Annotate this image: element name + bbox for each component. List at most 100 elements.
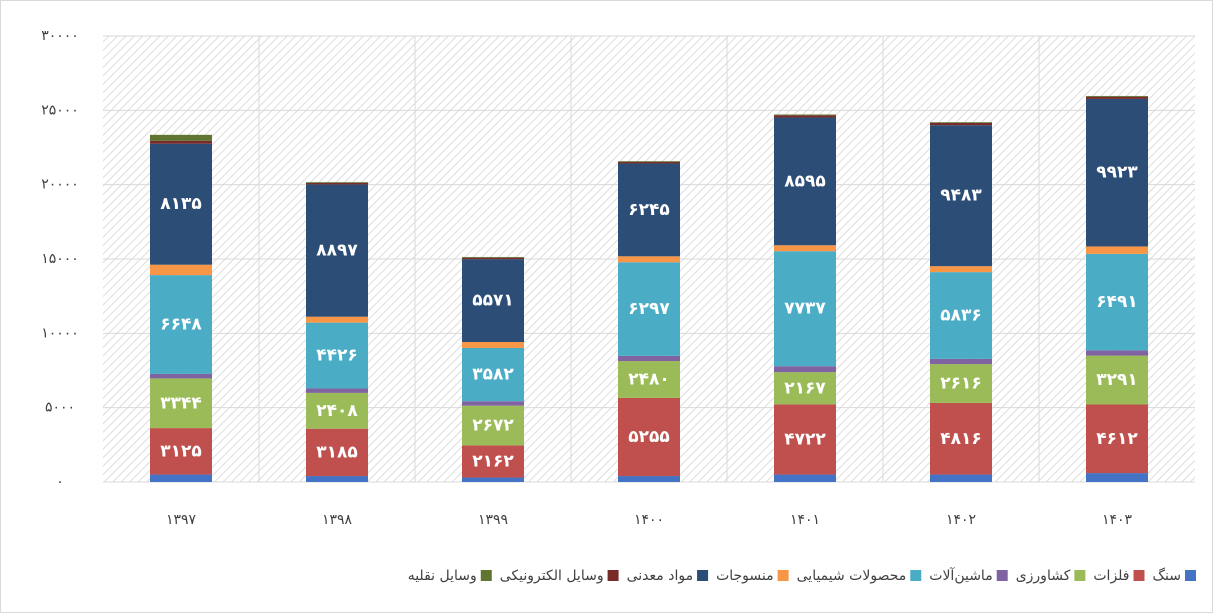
data-label: ۴۷۲۲ bbox=[784, 429, 826, 449]
bar-segment bbox=[462, 401, 524, 406]
legend-label: وسایل الکترونیکی bbox=[500, 568, 604, 584]
data-label: ۵۵۷۱ bbox=[472, 291, 514, 311]
bar-segment bbox=[930, 122, 992, 126]
bar-segment bbox=[1086, 95, 1148, 97]
data-label: ۳۱۸۵ bbox=[316, 442, 358, 462]
bar-segment bbox=[150, 474, 212, 482]
data-label: ۲۱۶۲ bbox=[472, 451, 514, 471]
legend-label: منسوجات bbox=[716, 568, 774, 584]
bar-segment bbox=[306, 388, 368, 393]
bar-segment bbox=[930, 272, 992, 359]
bar-segment bbox=[1086, 253, 1148, 351]
bar-segment bbox=[618, 161, 680, 162]
data-label: ۸۸۹۷ bbox=[316, 241, 358, 261]
data-label: ۴۸۱۶ bbox=[940, 429, 982, 449]
data-label: ۲۴۰۸ bbox=[316, 401, 358, 421]
bar-segment bbox=[774, 117, 836, 246]
bar-segment bbox=[930, 358, 992, 365]
y-tick-label: ۱۰۰۰۰ bbox=[41, 325, 79, 341]
legend-swatch bbox=[1074, 570, 1086, 581]
bar-segment bbox=[150, 378, 212, 429]
bar-segment bbox=[930, 474, 992, 482]
bar-segment bbox=[618, 361, 680, 398]
bar-segment bbox=[150, 275, 212, 374]
legend-swatch bbox=[1133, 570, 1145, 581]
legend-swatch bbox=[1185, 570, 1196, 581]
data-label: ۴۶۱۲ bbox=[1096, 429, 1138, 449]
bar-segment bbox=[930, 125, 992, 267]
bar-segment bbox=[618, 355, 680, 362]
bar-segment bbox=[1086, 355, 1148, 405]
legend-label: فلزات bbox=[1093, 568, 1129, 584]
y-tick-label: ۵۰۰۰ bbox=[45, 400, 75, 416]
legend-swatch bbox=[910, 570, 922, 581]
bar-segment bbox=[1086, 246, 1148, 254]
bar-segment bbox=[306, 428, 368, 477]
bar-segment bbox=[618, 476, 680, 482]
bar-segment bbox=[462, 342, 524, 348]
legend-label: کشاورزی bbox=[1016, 568, 1071, 584]
data-label: ۲۶۱۶ bbox=[940, 374, 982, 394]
data-label: ۶۶۴۸ bbox=[160, 315, 202, 335]
data-label: ۶۴۹۱ bbox=[1096, 292, 1138, 312]
bar-segment bbox=[462, 445, 524, 478]
bar-segment bbox=[462, 256, 524, 258]
bar-segment bbox=[1086, 350, 1148, 356]
data-label: ۸۱۳۵ bbox=[160, 194, 202, 214]
x-tick-label: ۱۳۹۷ bbox=[166, 512, 197, 528]
y-tick-label: ۲۰۰۰۰ bbox=[41, 177, 79, 193]
bar-segment bbox=[774, 114, 836, 116]
bar-segment bbox=[306, 184, 368, 317]
bar-segment bbox=[150, 140, 212, 144]
bar-segment bbox=[150, 264, 212, 276]
bar-segment bbox=[1086, 98, 1148, 247]
y-tick-label: ۱۵۰۰۰ bbox=[41, 251, 79, 267]
bar-segment bbox=[774, 245, 836, 252]
bar-segment bbox=[618, 256, 680, 263]
data-label: ۲۱۶۷ bbox=[784, 378, 826, 398]
legend-swatch bbox=[607, 570, 619, 581]
bar-segment bbox=[462, 347, 524, 402]
bar-segment bbox=[306, 182, 368, 185]
data-label: ۹۴۸۳ bbox=[940, 186, 982, 206]
bar-segment bbox=[150, 143, 212, 265]
data-label: ۳۵۸۲ bbox=[472, 365, 514, 385]
data-label: ۴۴۲۶ bbox=[316, 346, 358, 366]
bar-segment bbox=[930, 266, 992, 273]
x-tick-label: ۱۴۰۰ bbox=[634, 512, 664, 528]
bar-segment bbox=[774, 366, 836, 373]
bar-segment bbox=[306, 316, 368, 323]
legend-label: مواد معدنی bbox=[627, 568, 693, 584]
bar-segment bbox=[462, 477, 524, 482]
data-label: ۵۲۵۵ bbox=[628, 427, 670, 447]
y-tick-label: ۰ bbox=[56, 474, 64, 490]
legend-swatch bbox=[480, 570, 492, 581]
x-tick-label: ۱۴۰۳ bbox=[1102, 512, 1133, 528]
bar-segment bbox=[462, 405, 524, 446]
data-label: ۳۲۹۱ bbox=[1096, 370, 1138, 390]
bar-segment bbox=[618, 163, 680, 257]
bar-segment bbox=[150, 134, 212, 141]
data-label: ۹۹۲۳ bbox=[1096, 163, 1138, 183]
bar-segment bbox=[930, 122, 992, 123]
legend-label: سنگ bbox=[1153, 567, 1182, 584]
bar-segment bbox=[1086, 473, 1148, 482]
bar-segment bbox=[306, 392, 368, 429]
bar-segment bbox=[618, 397, 680, 477]
bar-segment bbox=[306, 322, 368, 389]
x-tick-label: ۱۳۹۸ bbox=[322, 512, 353, 528]
bar-segment bbox=[1086, 404, 1148, 474]
bar-segment bbox=[930, 364, 992, 403]
bar-segment bbox=[150, 428, 212, 475]
bar-segment bbox=[1086, 96, 1148, 99]
data-label: ۷۷۳۷ bbox=[784, 299, 826, 319]
legend-swatch bbox=[777, 570, 789, 581]
bar-segment bbox=[306, 476, 368, 482]
bar-segment bbox=[618, 161, 680, 164]
bar-segment bbox=[306, 182, 368, 183]
bar-segment bbox=[774, 372, 836, 405]
data-label: ۳۳۴۴ bbox=[160, 393, 202, 413]
data-label: ۶۲۹۷ bbox=[628, 299, 670, 319]
bar-segment bbox=[462, 259, 524, 343]
